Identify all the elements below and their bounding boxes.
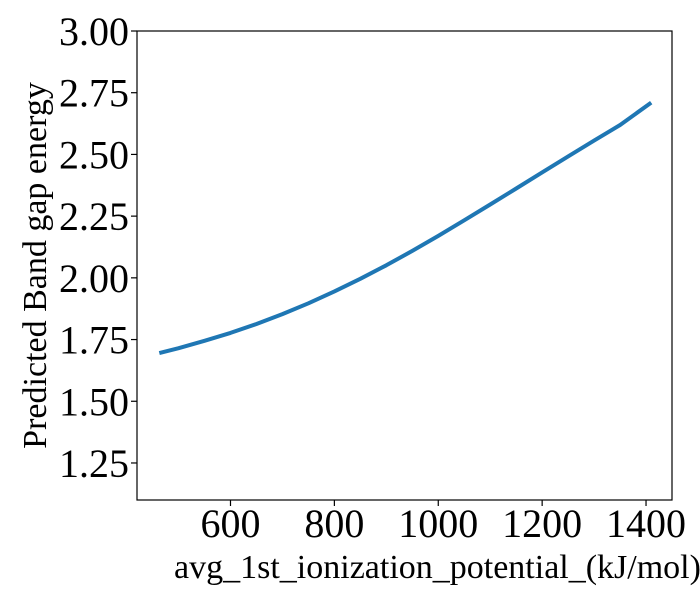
- y-tick-label: 1.75: [59, 318, 129, 363]
- y-tick-label: 2.50: [59, 132, 129, 177]
- y-axis-ticks: 1.25 1.50 1.75 2.00 2.25 2.50 2.75 3.00: [59, 9, 137, 486]
- y-tick-label: 3.00: [59, 9, 129, 54]
- series-line: [158, 100, 653, 356]
- plot-frame: [136, 30, 673, 501]
- x-tick-label: 600: [200, 501, 260, 546]
- x-tick-label: 1200: [502, 501, 582, 546]
- y-tick-label: 2.25: [59, 194, 129, 239]
- x-tick-label: 1000: [398, 501, 478, 546]
- y-tick-label: 2.75: [59, 71, 129, 116]
- y-tick-label: 1.50: [59, 379, 129, 424]
- x-axis-ticks: 600 800 1000 1200 1400: [200, 500, 686, 546]
- x-tick-label: 1400: [606, 501, 686, 546]
- x-tick-label: 800: [304, 501, 364, 546]
- y-tick-label: 2.00: [59, 256, 129, 301]
- x-axis-label: avg_1st_ionization_potential_(kJ/mol): [174, 549, 700, 586]
- plot-area: [158, 100, 653, 356]
- y-tick-label: 1.25: [59, 441, 129, 486]
- y-axis-label: Predicted Band gap energy: [17, 82, 54, 449]
